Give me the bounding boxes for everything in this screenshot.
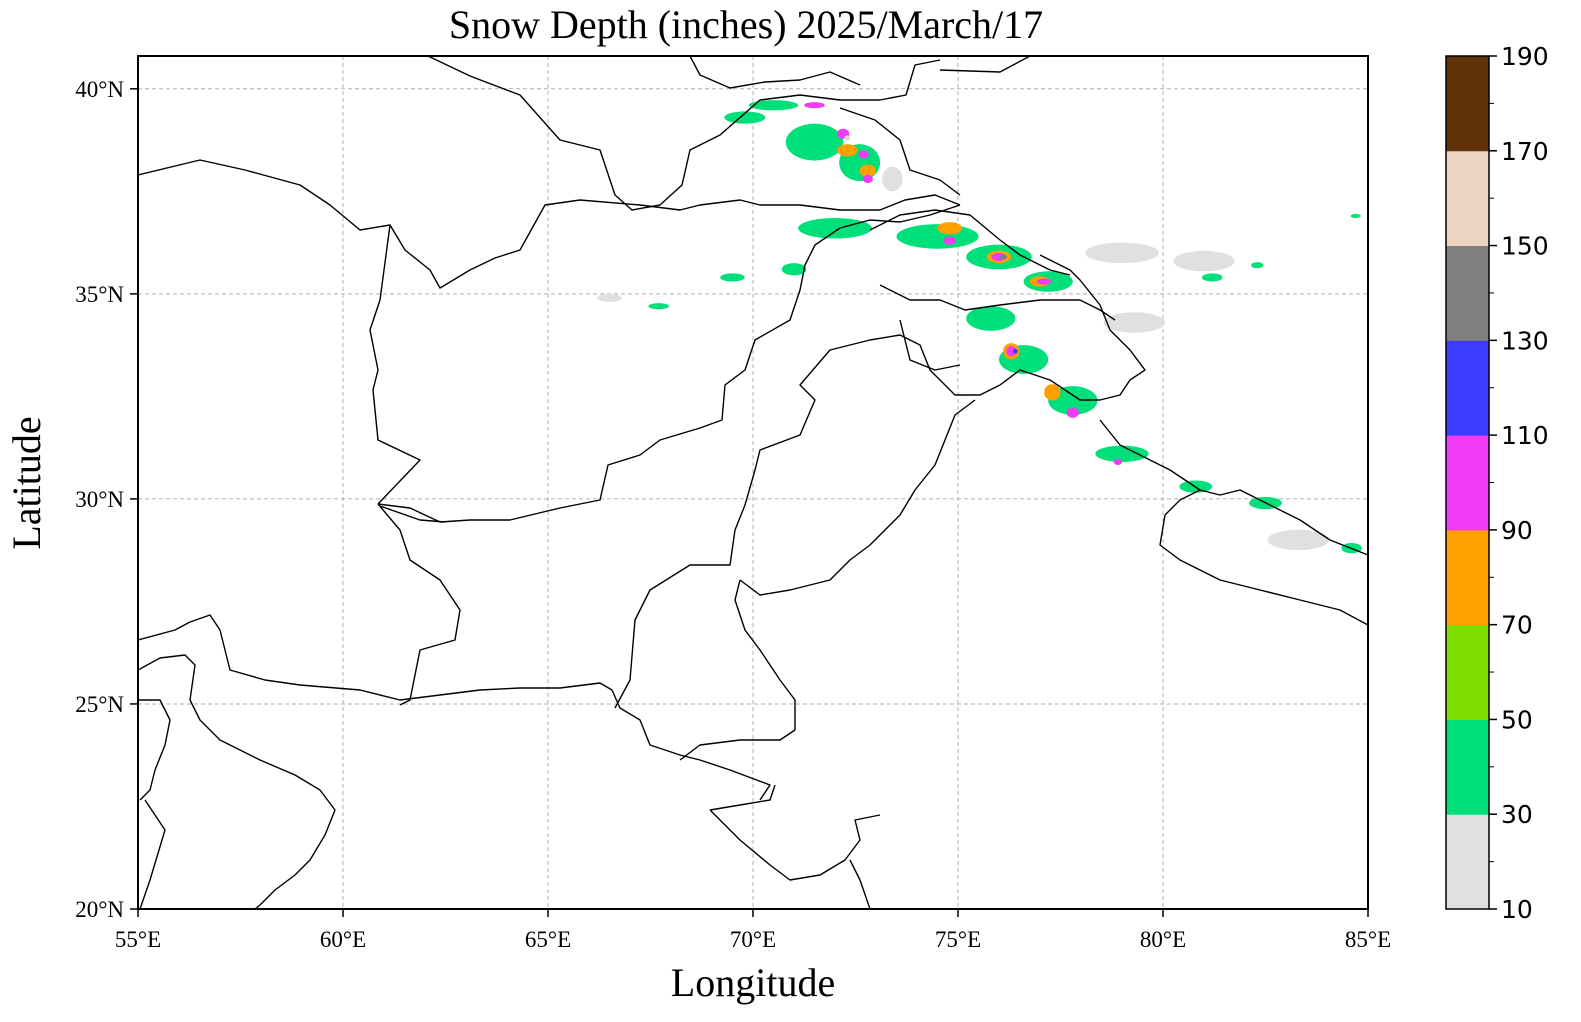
colorbar-tick-label: 70 (1501, 611, 1533, 640)
lat-tick-label: 30°N (75, 487, 124, 512)
snow-depth-cell (785, 123, 844, 161)
snow-depth-cell (1251, 262, 1264, 269)
lon-tick-label: 65°E (525, 927, 571, 952)
snow-depth-cell (858, 150, 869, 159)
snow-depth-cell (1103, 312, 1166, 333)
snow-depth-cell (648, 303, 669, 310)
snow-depth-cell (837, 144, 858, 157)
map-gridlines (138, 56, 1368, 909)
colorbar-segment (1446, 719, 1489, 815)
lon-tick-label: 80°E (1140, 927, 1186, 952)
snow-depth-cell (859, 164, 876, 177)
snow-depth-cell (1006, 346, 1017, 357)
lon-tick-label: 70°E (730, 927, 776, 952)
snow-depth-cell (781, 263, 807, 276)
snow-depth-cell (943, 236, 956, 245)
snow-depth-cell (999, 254, 1008, 260)
colorbar-segment (1446, 340, 1489, 436)
colorbar-segment (1446, 56, 1489, 152)
snow-depth-cell (804, 102, 825, 109)
snow-depth-cell (1173, 250, 1235, 272)
longitude-ticks: 55°E 60°E 65°E 70°E 75°E 80°E 85°E (115, 909, 1391, 952)
lat-tick-label: 25°N (75, 692, 124, 717)
snow-depth-cell (1267, 529, 1330, 551)
colorbar-segment (1446, 245, 1489, 341)
figure-title: Snow Depth (inches) 2025/March/17 (449, 2, 1043, 47)
colorbar-segment (1446, 150, 1489, 247)
snow-depth-cell (896, 224, 979, 249)
snow-depth-cell (1044, 384, 1061, 401)
snow-depth-cell (597, 293, 622, 303)
colorbar-tick-label: 30 (1501, 800, 1533, 829)
snow-depth-cell (844, 135, 851, 141)
lat-tick-label: 35°N (75, 282, 124, 307)
latitude-ticks: 20°N 25°N 30°N 35°N 40°N (75, 77, 138, 922)
lon-tick-label: 75°E (935, 927, 981, 952)
lat-tick-label: 40°N (75, 77, 124, 102)
snow-depth-cell (748, 100, 799, 111)
colorbar-tick-label: 170 (1501, 137, 1549, 166)
snow-depth-cell (724, 111, 766, 124)
lon-tick-label: 55°E (115, 927, 161, 952)
colorbar-tick-label: 150 (1501, 232, 1549, 261)
snow-depth-cell (966, 306, 1016, 331)
lon-tick-label: 85°E (1345, 927, 1391, 952)
country-borders (138, 56, 1368, 909)
snow-depth-cell (1012, 348, 1018, 354)
snow-depth-cell (937, 222, 963, 235)
colorbar: 10 30 50 70 90 110 130 150 170 190 (1445, 42, 1549, 924)
snow-depth-cell (798, 217, 872, 239)
snow-depth-cell (1036, 278, 1052, 285)
colorbar-tick-label: 190 (1501, 42, 1549, 71)
lon-tick-label: 60°E (320, 927, 366, 952)
snow-depth-cell (720, 273, 745, 282)
colorbar-tick-label: 130 (1501, 326, 1549, 355)
snow-depth-cell (1085, 242, 1159, 264)
snow-depth-cell (862, 174, 873, 184)
colorbar-segment (1446, 624, 1489, 720)
snow-depth-cell (1201, 273, 1223, 282)
colorbar-segment (1446, 435, 1489, 531)
map-area (138, 56, 1368, 909)
colorbar-tick-label: 10 (1501, 895, 1533, 924)
snow-depth-cell (1350, 213, 1361, 218)
lat-tick-label: 20°N (75, 897, 124, 922)
colorbar-tick-label: 90 (1501, 516, 1533, 545)
colorbar-tick-label: 50 (1501, 705, 1533, 734)
colorbar-segment (1446, 529, 1489, 626)
snow-depth-cell (1066, 407, 1079, 418)
x-axis-label: Longitude (671, 960, 835, 1005)
snow-depth-cell (1095, 445, 1149, 462)
colorbar-tick-label: 110 (1501, 421, 1549, 450)
snow-depth-cell (882, 166, 903, 192)
snow-depth-layer (597, 100, 1362, 554)
snow-depth-cell (1048, 386, 1098, 415)
colorbar-segment (1446, 814, 1489, 910)
y-axis-label: Latitude (4, 416, 49, 549)
snow-depth-cell (1113, 458, 1122, 466)
